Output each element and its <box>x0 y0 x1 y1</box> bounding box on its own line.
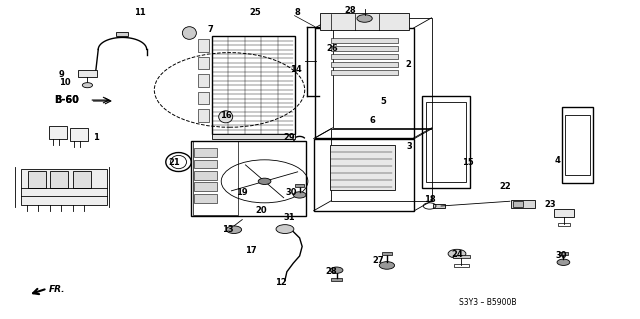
Bar <box>314 139 414 211</box>
Text: 22: 22 <box>499 182 511 191</box>
Bar <box>331 46 397 51</box>
Bar <box>295 184 304 187</box>
Text: 24: 24 <box>451 250 463 259</box>
Text: 30: 30 <box>555 251 566 260</box>
Bar <box>331 54 397 59</box>
Bar <box>195 171 217 180</box>
Bar <box>198 109 209 122</box>
Bar <box>49 126 67 139</box>
Text: 11: 11 <box>134 8 146 17</box>
Bar <box>195 160 217 168</box>
Bar <box>198 74 209 87</box>
Bar <box>332 278 342 281</box>
Text: 8: 8 <box>295 8 301 17</box>
Bar <box>331 38 397 43</box>
Bar <box>426 102 466 182</box>
Circle shape <box>330 267 343 273</box>
Bar <box>193 141 239 215</box>
Bar <box>51 171 68 188</box>
Text: 9: 9 <box>59 70 65 79</box>
Bar <box>320 13 408 31</box>
Ellipse shape <box>182 27 196 39</box>
Bar <box>452 255 470 258</box>
Bar <box>70 128 88 141</box>
Bar <box>330 145 395 190</box>
Bar <box>116 33 127 35</box>
Circle shape <box>258 178 271 184</box>
Bar <box>191 141 306 216</box>
Bar <box>331 62 397 67</box>
Bar <box>433 204 445 208</box>
Bar <box>195 182 217 191</box>
Bar <box>28 171 46 188</box>
Text: 26: 26 <box>327 44 339 53</box>
Text: 12: 12 <box>275 278 286 287</box>
Bar <box>331 70 397 75</box>
Text: 27: 27 <box>373 256 385 264</box>
Text: 29: 29 <box>284 133 295 143</box>
Text: 23: 23 <box>545 200 557 209</box>
Bar <box>565 115 589 175</box>
Bar <box>20 169 106 205</box>
Text: 18: 18 <box>424 195 435 204</box>
Bar <box>198 92 209 104</box>
Text: 28: 28 <box>345 6 356 15</box>
Text: 7: 7 <box>207 25 213 34</box>
Text: 25: 25 <box>249 8 261 17</box>
Bar <box>212 134 294 139</box>
Bar <box>315 28 413 138</box>
Text: 31: 31 <box>284 212 295 222</box>
Text: 30: 30 <box>285 188 297 197</box>
Circle shape <box>380 262 394 269</box>
Text: 17: 17 <box>245 246 257 255</box>
Text: B-60: B-60 <box>54 95 79 105</box>
Ellipse shape <box>219 111 233 123</box>
Text: B-60: B-60 <box>54 95 79 105</box>
Bar <box>195 194 217 203</box>
Bar <box>422 96 470 188</box>
Circle shape <box>227 226 242 234</box>
Bar <box>557 223 570 226</box>
Circle shape <box>83 83 93 88</box>
Bar <box>195 148 217 157</box>
Circle shape <box>276 225 294 234</box>
Text: 19: 19 <box>236 188 248 197</box>
Text: 3: 3 <box>406 142 412 151</box>
Bar <box>78 70 97 77</box>
Text: 16: 16 <box>220 111 232 120</box>
Text: S3Y3 – B5900B: S3Y3 – B5900B <box>459 298 516 307</box>
Text: FR.: FR. <box>49 285 66 294</box>
Bar <box>559 252 568 255</box>
Text: 10: 10 <box>60 78 71 87</box>
Text: 14: 14 <box>290 65 301 74</box>
Bar <box>454 264 469 267</box>
Bar <box>382 252 392 255</box>
Bar <box>554 209 573 217</box>
Bar <box>198 57 209 69</box>
Bar <box>332 129 432 201</box>
Bar <box>562 107 593 183</box>
Text: 13: 13 <box>222 225 234 234</box>
Bar <box>212 36 294 134</box>
Text: 5: 5 <box>381 97 387 107</box>
Text: 4: 4 <box>554 156 560 165</box>
Bar <box>511 200 536 208</box>
Bar <box>198 39 209 52</box>
Text: 28: 28 <box>326 267 337 276</box>
Text: 1: 1 <box>93 133 99 142</box>
Text: 15: 15 <box>462 158 474 167</box>
Bar <box>333 18 431 128</box>
Text: 6: 6 <box>369 116 375 125</box>
Text: 21: 21 <box>169 158 180 167</box>
Circle shape <box>293 192 306 198</box>
Bar <box>513 201 523 207</box>
Text: 20: 20 <box>255 206 267 215</box>
Bar <box>73 171 91 188</box>
Circle shape <box>448 249 466 258</box>
Circle shape <box>557 259 570 265</box>
Text: 2: 2 <box>405 60 411 69</box>
Circle shape <box>357 15 372 22</box>
